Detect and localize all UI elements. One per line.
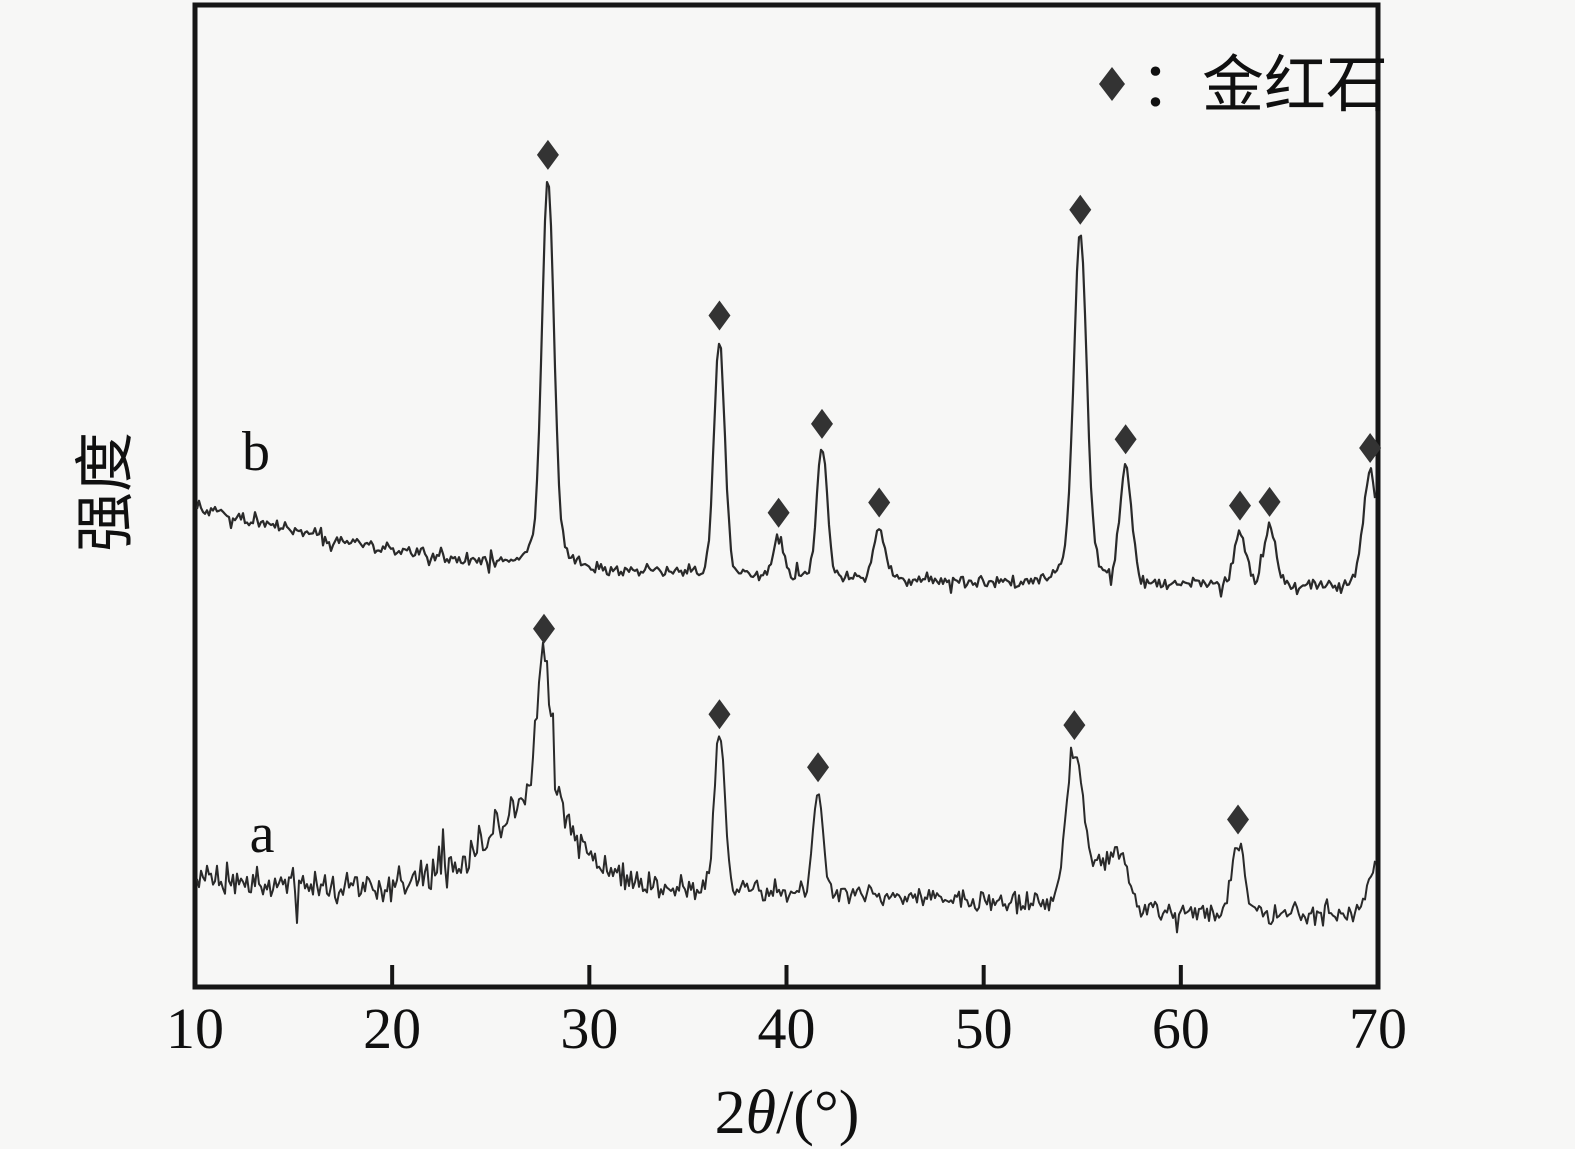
rutile-peak-marker-a [807, 752, 830, 783]
rutile-peak-marker-b [1359, 433, 1382, 463]
x-tick-label: 20 [363, 996, 421, 1061]
x-tick-label: 70 [1349, 996, 1407, 1061]
x-tick-label: 40 [758, 996, 816, 1061]
x-tick-label: 30 [560, 996, 618, 1061]
curve-b [195, 181, 1377, 598]
rutile-peak-marker-b [1069, 194, 1092, 225]
rutile-peak-marker-b [810, 408, 833, 439]
curve-a [196, 641, 1376, 934]
curve-label-b: b [242, 421, 270, 483]
legend-label: ：金红石 [1140, 52, 1388, 120]
rutile-peak-marker-a [532, 613, 555, 644]
curve-label-a: a [250, 803, 275, 865]
plot-border [192, 2, 1381, 990]
legend-diamond-icon [1099, 67, 1125, 101]
x-tick-label: 10 [166, 996, 224, 1061]
rutile-peak-marker-b [868, 487, 891, 518]
rutile-peak-marker-b [1258, 486, 1281, 517]
rutile-peak-marker-b [536, 139, 559, 170]
rutile-peak-marker-b [1228, 490, 1251, 521]
x-axis-label: 2θ/(°) [715, 1079, 860, 1147]
rutile-peak-marker-a [1227, 804, 1250, 835]
rutile-peak-marker-a [708, 699, 731, 730]
y-axis-label: 强度 [73, 432, 139, 552]
rutile-peak-marker-b [708, 300, 731, 331]
rutile-peak-marker-b [767, 497, 790, 528]
x-tick-label: 50 [955, 996, 1013, 1061]
x-tick-label: 60 [1152, 996, 1210, 1061]
rutile-peak-marker-b [1114, 424, 1137, 455]
rutile-peak-marker-a [1063, 710, 1086, 741]
